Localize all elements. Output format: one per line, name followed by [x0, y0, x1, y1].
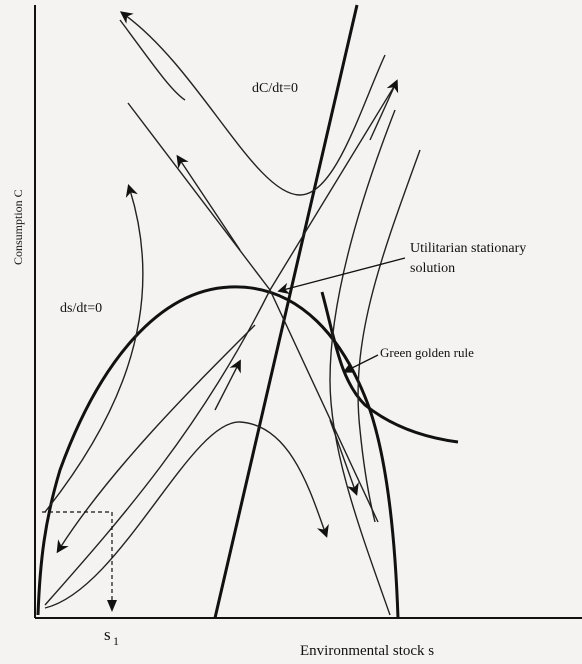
arrow — [369, 79, 399, 141]
trajectory — [357, 149, 421, 523]
trajectory — [119, 11, 386, 196]
green-golden-curve — [320, 291, 459, 444]
trajectory — [44, 84, 396, 606]
green-golden-label: Green golden rule — [380, 345, 474, 360]
arrow — [214, 359, 241, 411]
y-axis-label: Consumption C — [11, 189, 25, 265]
arrow — [107, 600, 117, 612]
trajectory — [119, 19, 186, 101]
utilitarian-label: Utilitarian stationary — [410, 241, 526, 256]
x-axis-label: Environmental stock s — [300, 643, 434, 659]
utilitarian-label: solution — [410, 261, 455, 276]
trajectory — [329, 109, 396, 616]
trajectory — [44, 183, 144, 513]
dc-dt-line — [213, 4, 359, 619]
arrow — [329, 419, 359, 496]
annotation-arrow — [277, 257, 406, 295]
annotation-arrow — [342, 354, 379, 373]
s1-subscript: 1 — [113, 634, 119, 648]
ds-dt-curve — [36, 285, 400, 619]
arrow — [176, 154, 241, 251]
dc-dt-label: dC/dt=0 — [252, 81, 298, 96]
ds-dt-label: ds/dt=0 — [60, 301, 102, 316]
s1-guide — [42, 511, 113, 608]
s1-label: s — [104, 625, 111, 644]
trajectory — [56, 324, 256, 554]
trajectory — [44, 421, 329, 609]
